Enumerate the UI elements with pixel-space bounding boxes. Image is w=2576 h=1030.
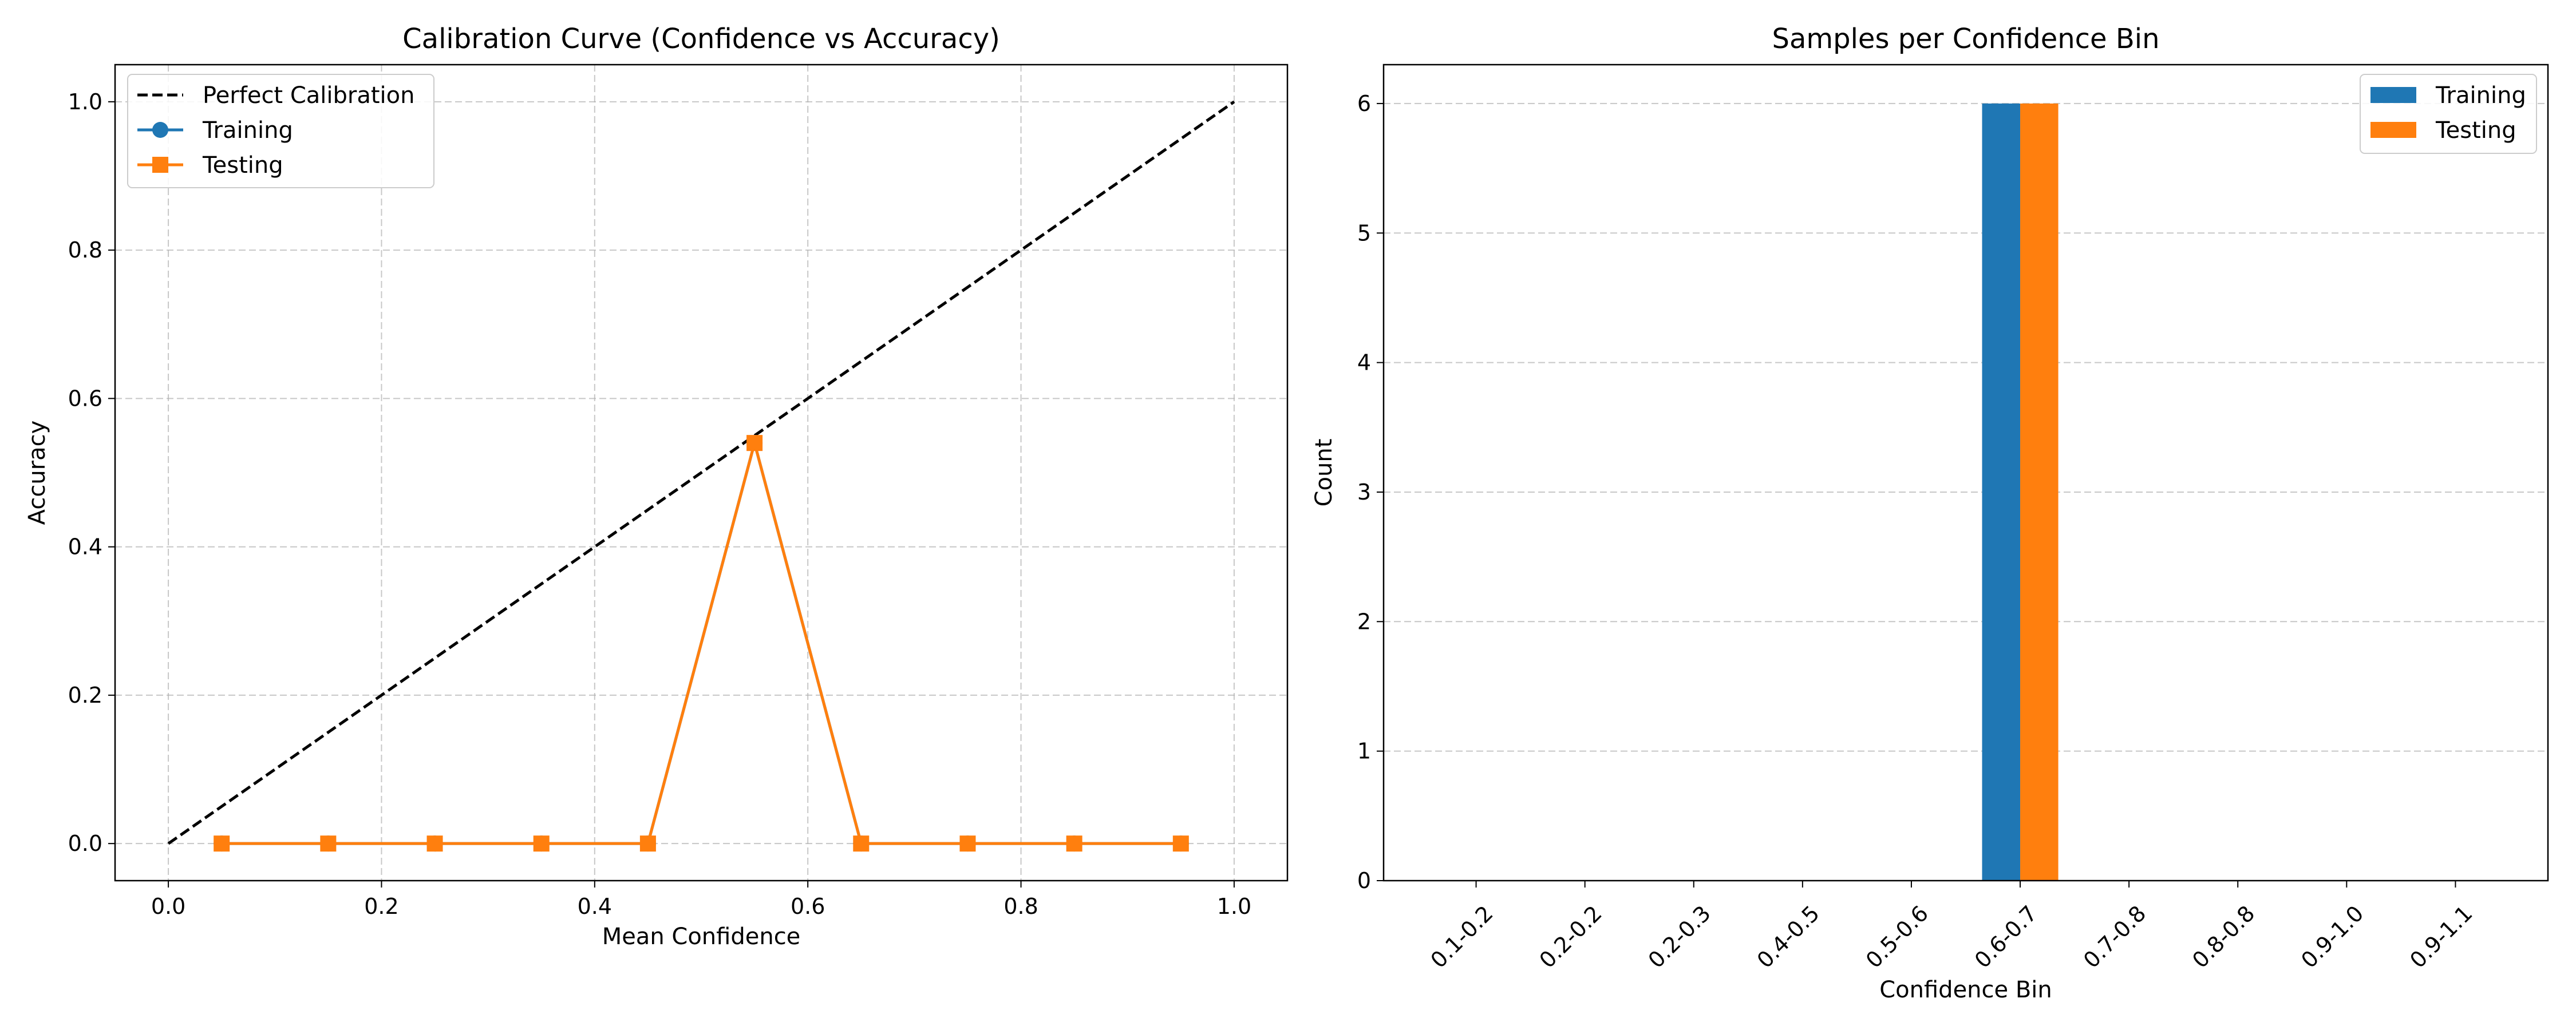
calibration-plot-area [167,100,1235,852]
calibration-y-tick-label: 1.0 [68,89,102,114]
training-bar [1982,103,2021,881]
calibration-y-tick-label: 0.6 [68,386,102,411]
bar-x-tick-label: 0.7-0.8 [2079,901,2151,973]
testing-point [214,835,230,852]
calibration-y-tick-label: 0.4 [68,534,102,560]
testing-point [533,835,550,852]
calibration-legend: Perfect Calibration Training Testing [127,74,434,188]
legend-testing-label: Testing [202,152,283,179]
legend-bar-testing-label: Testing [2435,117,2516,144]
bar-x-tick-label: 0.4-0.5 [1752,901,1824,973]
bar-y-tick-label: 1 [1357,739,1371,764]
calibration-y-tick-label: 0.2 [68,683,102,708]
bar-y-tick-label: 0 [1357,868,1371,893]
calibration-x-tick-label: 0.4 [578,894,612,919]
bar-x-axis-label: Confidence Bin [1879,977,2052,1003]
calibration-y-axis-label: Accuracy [24,421,50,525]
testing-point [959,835,976,852]
bar-grid [1384,102,2548,752]
calibration-x-tick-label: 1.0 [1217,894,1251,919]
testing-point [639,835,656,852]
calibration-x-tick-label: 0.2 [364,894,398,919]
legend-training-label: Training [202,117,293,144]
calibration-x-tick-label: 0.8 [1003,894,1038,919]
calibration-ticks: 0.0 0.2 0.4 0.6 0.8 1.0 0.0 0.2 0.4 0.6 0.8 1.0 [68,89,1252,919]
bar-plot-area [1982,103,2059,881]
calibration-x-axis-label: Mean Confidence [602,924,801,950]
testing-bar [2020,103,2059,881]
bar-y-tick-label: 5 [1357,220,1371,245]
testing-point [320,835,337,852]
legend-bar-training-label: Training [2435,82,2526,109]
bar-axes-frame [1382,64,2549,882]
testing-point [1172,835,1189,852]
bar-x-tick-label: 0.8-0.8 [2187,901,2259,973]
testing-point [746,435,763,451]
legend-bar-training-swatch [2370,87,2416,103]
testing-point [426,835,443,852]
testing-line [222,437,1181,845]
testing-point [1066,835,1082,852]
calibration-x-tick-label: 0.0 [151,894,185,919]
bar-y-tick-label: 6 [1357,91,1371,116]
bar-x-tick-label: 0.9-1.1 [2405,901,2477,973]
bar-ticks: 0 1 2 3 4 5 6 0.1-0.2 0.2-0.2 0.2-0.3 0.4-0.5 0.5-0… [1357,91,2478,973]
calibration-legend-box [127,74,434,188]
bar-legend: Training Testing [2360,74,2537,154]
bar-y-tick-label: 4 [1357,350,1371,375]
legend-testing-marker [152,157,168,173]
legend-training-marker [152,122,168,138]
bar-x-tick-label: 0.9-1.0 [2296,901,2368,973]
bar-x-tick-label: 0.6-0.7 [1970,901,2042,973]
perfect-calibration-line [167,100,1235,845]
bar-x-tick-label: 0.5-0.6 [1861,901,1933,973]
calibration-x-tick-label: 0.6 [791,894,825,919]
calibration-y-tick-label: 0.8 [68,237,102,263]
legend-bar-testing-swatch [2370,122,2416,138]
bar-chart-title: Samples per Confidence Bin [1772,23,2159,55]
legend-perfect-calibration-label: Perfect Calibration [203,82,414,109]
bar-x-tick-label: 0.1-0.2 [1425,901,1498,973]
calibration-axes-frame [114,64,1289,882]
bar-x-tick-label: 0.2-0.2 [1535,901,1607,973]
bar-y-tick-label: 2 [1357,609,1371,634]
samples-bar-chart: Samples per Confidence Bin 0 1 2 3 4 5 6 0.1-0.… [1311,23,2549,1003]
testing-point [853,835,870,852]
calibration-chart-title: Calibration Curve (Confidence vs Accurac… [402,23,1000,55]
bar-y-tick-label: 3 [1357,480,1371,505]
calibration-chart: Calibration Curve (Confidence vs Accurac… [24,23,1289,950]
calibration-grid [115,65,1287,881]
calibration-y-tick-label: 0.0 [68,831,102,856]
bar-y-axis-label: Count [1311,439,1337,507]
bar-x-tick-label: 0.2-0.3 [1643,901,1716,973]
